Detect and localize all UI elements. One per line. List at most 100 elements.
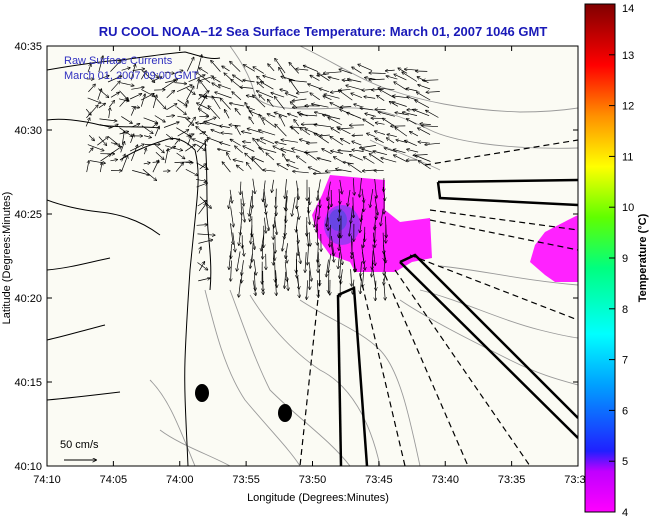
current-vector [273, 251, 274, 265]
current-vector [219, 85, 232, 90]
current-vector [242, 206, 245, 222]
current-vector [174, 83, 187, 84]
current-vector [360, 145, 376, 148]
current-vector [121, 154, 125, 162]
current-vector [320, 135, 330, 136]
current-vector [298, 277, 300, 297]
current-vector [177, 99, 187, 106]
current-vector [175, 163, 183, 172]
current-vector [381, 208, 384, 226]
bathymetry-contours [149, 46, 578, 466]
current-vector [196, 225, 208, 226]
current-vector [286, 243, 288, 258]
current-vector [259, 148, 277, 153]
current-vector [99, 118, 117, 121]
current-vector [328, 253, 332, 272]
current-vector [198, 278, 210, 282]
current-vector [426, 92, 440, 93]
current-vector [406, 89, 418, 92]
x-tick-label: 73:45 [365, 474, 393, 486]
current-vector [281, 149, 296, 153]
current-vector [279, 116, 286, 127]
current-vector [339, 90, 353, 101]
current-vector [85, 118, 90, 127]
current-vector [166, 91, 175, 99]
current-vector [187, 117, 195, 128]
current-vector [416, 156, 431, 162]
x-tick-label: 74:00 [166, 474, 194, 486]
current-vector [275, 97, 285, 110]
x-tick-label: 73:40 [431, 474, 459, 486]
current-vector [121, 116, 132, 123]
current-vector [307, 243, 308, 265]
colorbar-label: Temperature (°C) [637, 213, 649, 302]
current-vector [263, 76, 276, 81]
current-vector [324, 94, 340, 99]
current-vector [373, 151, 388, 156]
overlay-line-1: Raw Surface Currents [64, 55, 173, 67]
current-vector [250, 205, 253, 221]
current-vector [252, 159, 264, 172]
current-vector [86, 161, 89, 173]
current-vector [88, 134, 94, 140]
current-vector [185, 117, 193, 125]
current-vector [360, 278, 361, 294]
current-vector [417, 92, 431, 101]
current-vector [243, 146, 255, 152]
current-vector [289, 63, 299, 74]
current-vector [362, 89, 373, 90]
current-vector [250, 253, 253, 268]
current-vector [331, 151, 343, 154]
x-axis-ticks: 74:10 74:05 74:00 73:55 73:50 73:45 73:40 73:35… [33, 46, 592, 486]
current-vector [225, 110, 230, 119]
current-vector [361, 208, 364, 221]
current-vector [131, 124, 140, 128]
current-vector [351, 93, 363, 99]
current-vector [230, 62, 241, 72]
current-vector [239, 226, 242, 245]
current-vector [241, 190, 244, 206]
current-vector [294, 120, 300, 127]
current-vector [331, 128, 340, 134]
current-vector [413, 110, 430, 117]
current-vector [165, 80, 176, 83]
current-vector [197, 234, 215, 235]
current-vector [281, 140, 298, 143]
current-vector [364, 97, 376, 99]
current-vector [174, 139, 180, 145]
current-vector [247, 107, 256, 111]
current-vector [176, 85, 192, 93]
current-vector [418, 85, 431, 90]
current-vector [130, 134, 134, 144]
current-vector [305, 252, 306, 272]
current-vector [107, 76, 122, 83]
current-vector [375, 131, 386, 135]
current-vector [309, 232, 310, 246]
current-vector [239, 279, 242, 297]
current-vector [319, 89, 330, 93]
current-vector [266, 153, 275, 161]
current-vector [348, 79, 362, 83]
current-vector [341, 139, 351, 145]
current-vector [317, 280, 318, 297]
current-vector [196, 123, 210, 124]
current-vector [140, 94, 154, 101]
current-vector [176, 152, 185, 159]
current-vector [244, 65, 255, 72]
current-vector [195, 178, 206, 181]
current-vector [87, 144, 104, 151]
current-vector [166, 104, 176, 111]
current-vector [152, 160, 159, 173]
current-vector [314, 125, 332, 128]
current-vector [295, 226, 298, 243]
current-vector [132, 69, 145, 71]
current-vector [208, 106, 221, 120]
current-vector [367, 133, 376, 138]
colorbar-tick-label: 11 [622, 151, 633, 163]
colorbar-tick-label: 8 [622, 304, 628, 316]
current-vector [383, 186, 385, 200]
current-vector [287, 160, 296, 164]
current-vector [97, 137, 108, 146]
current-vector [318, 259, 319, 273]
current-vector [231, 260, 232, 282]
